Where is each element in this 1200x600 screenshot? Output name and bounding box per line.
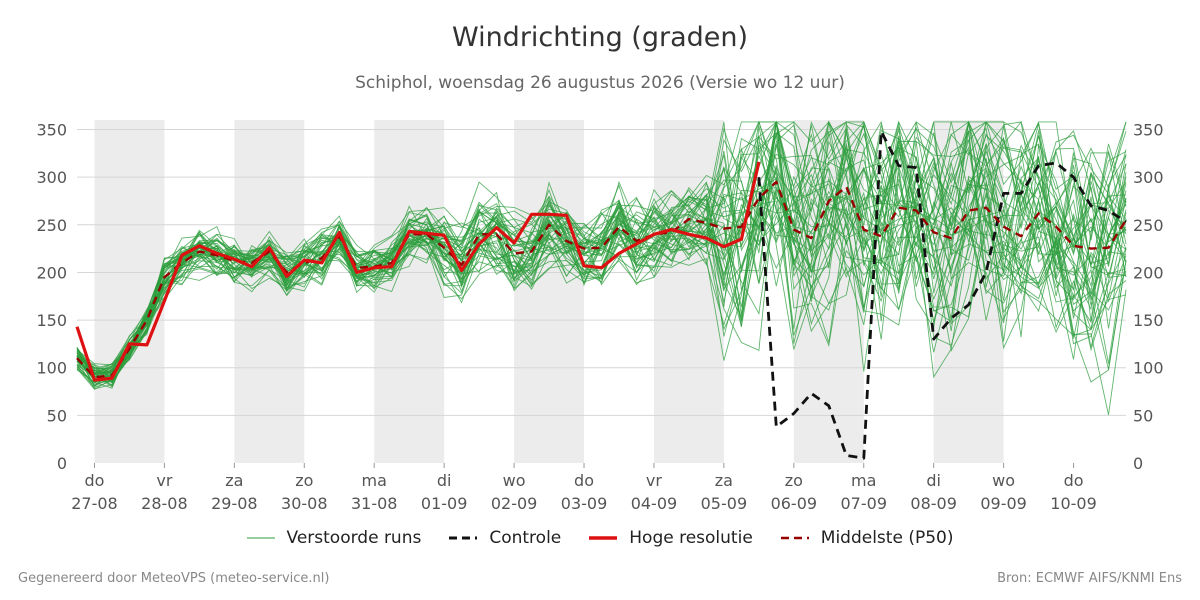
x-tick-day: di xyxy=(437,471,452,490)
y-tick-left: 300 xyxy=(36,168,67,187)
y-tick-left: 100 xyxy=(36,359,67,378)
footer-generated: Gegenereerd door MeteoVPS (meteo-service… xyxy=(18,571,330,586)
y-tick-right: 150 xyxy=(1133,311,1164,330)
y-tick-left: 0 xyxy=(57,454,67,473)
x-tick-day: vr xyxy=(646,471,662,490)
x-tick-day: za xyxy=(715,471,733,490)
x-tick-date: 28-08 xyxy=(141,494,188,513)
y-tick-left: 50 xyxy=(47,406,67,425)
chart-title: Windrichting (graden) xyxy=(451,22,749,53)
median-line xyxy=(76,180,1128,379)
y-tick-right: 200 xyxy=(1133,263,1164,282)
y-tick-left: 350 xyxy=(36,121,67,140)
x-tick-date: 27-08 xyxy=(71,494,118,513)
y-tick-right: 300 xyxy=(1133,168,1164,187)
footer-source: Bron: ECMWF AIFS/KNMI Ens xyxy=(997,571,1182,586)
chart-subtitle: Schiphol, woensdag 26 augustus 2026 (Ver… xyxy=(355,73,845,93)
y-tick-right: 350 xyxy=(1133,121,1164,140)
y-axis-ticks: 0 0 50 50 100 100 150 150 200 200 250 250 300 300 350 3… xyxy=(36,121,1163,473)
x-tick-date: 05-09 xyxy=(701,494,748,513)
control-line xyxy=(757,129,1127,460)
ensemble-member-line xyxy=(76,159,1127,380)
x-tick-date: 08-09 xyxy=(910,494,957,513)
highres-line xyxy=(75,161,761,382)
x-tick-date: 01-09 xyxy=(421,494,468,513)
legend-item-median: Middelste (P50) xyxy=(780,528,954,548)
x-tick-day: do xyxy=(574,471,594,490)
legend-label-median: Middelste (P50) xyxy=(820,528,954,548)
x-tick-date: 10-09 xyxy=(1050,494,1097,513)
x-tick-date: 04-09 xyxy=(631,494,678,513)
x-tick-day: ma xyxy=(851,471,876,490)
legend-item-control: Controle xyxy=(449,528,561,548)
ensemble-member-line xyxy=(76,143,1127,383)
ensemble-member-line xyxy=(76,120,1127,384)
x-tick-day: wo xyxy=(503,471,526,490)
day-shade xyxy=(514,120,585,463)
y-tick-right: 100 xyxy=(1133,359,1164,378)
x-tick-date: 09-09 xyxy=(980,494,1027,513)
y-tick-left: 150 xyxy=(36,311,67,330)
x-tick-day: za xyxy=(225,471,243,490)
x-tick-day: wo xyxy=(992,471,1015,490)
legend: Verstoorde runs Controle Hoge resolutie … xyxy=(0,528,1200,548)
x-tick-day: do xyxy=(85,471,105,490)
x-tick-date: 07-09 xyxy=(841,494,888,513)
ensemble-member-line xyxy=(76,130,1127,383)
legend-swatch-median xyxy=(780,536,809,540)
x-tick-day: di xyxy=(926,471,941,490)
x-tick-date: 06-09 xyxy=(771,494,818,513)
y-tick-right: 50 xyxy=(1133,406,1153,425)
legend-item-highres: Hoge resolutie xyxy=(589,528,753,548)
day-shade xyxy=(374,120,445,463)
x-tick-day: zo xyxy=(785,471,803,490)
y-tick-left: 200 xyxy=(36,263,67,282)
ensemble-member-line xyxy=(76,120,1127,385)
legend-swatch-highres xyxy=(589,536,618,540)
main-series xyxy=(75,129,1128,460)
x-tick-date: 02-09 xyxy=(491,494,538,513)
legend-swatch-control xyxy=(449,536,478,540)
y-tick-left: 250 xyxy=(36,216,67,235)
x-tick-date: 31-08 xyxy=(351,494,398,513)
x-tick-date: 30-08 xyxy=(281,494,328,513)
legend-label-ensemble: Verstoorde runs xyxy=(286,528,422,548)
y-tick-right: 0 xyxy=(1133,454,1143,473)
wind-direction-chart: 0 0 50 50 100 100 150 150 200 200 250 250 300 300 350 3… xyxy=(36,120,1164,513)
legend-label-highres: Hoge resolutie xyxy=(629,528,753,548)
day-shade xyxy=(234,120,305,463)
ensemble-member-line xyxy=(76,121,1127,381)
y-tick-right: 250 xyxy=(1133,216,1164,235)
legend-label-control: Controle xyxy=(489,528,562,548)
x-axis-ticks: do 27-08 vr 28-08 za 29-08 zo 30-08 ma 31-08 di 01-… xyxy=(71,463,1097,513)
x-tick-date: 03-09 xyxy=(561,494,608,513)
x-tick-day: do xyxy=(1064,471,1084,490)
x-tick-day: zo xyxy=(295,471,313,490)
day-shade xyxy=(653,120,724,463)
legend-item-ensemble: Verstoorde runs xyxy=(246,528,422,548)
legend-swatch-ensemble xyxy=(246,537,275,539)
x-tick-day: ma xyxy=(362,471,387,490)
x-tick-day: vr xyxy=(156,471,172,490)
x-tick-date: 29-08 xyxy=(211,494,258,513)
